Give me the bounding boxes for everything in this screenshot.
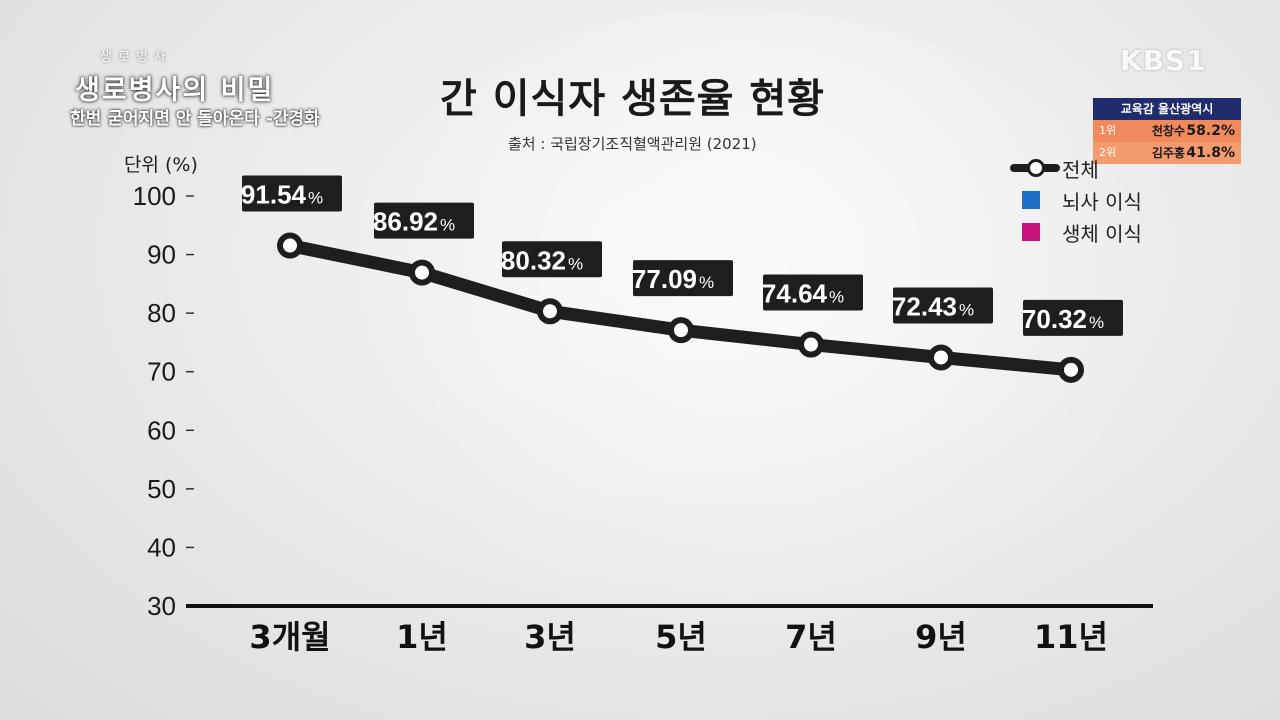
data-label-box	[242, 175, 342, 212]
legend-line-marker-icon	[1010, 159, 1060, 177]
data-label: 72.43	[892, 291, 957, 321]
show-small-title: 생로병사	[100, 50, 172, 65]
data-label-box	[633, 260, 733, 297]
data-label: 86.92	[373, 207, 438, 237]
data-label-box	[374, 202, 474, 239]
legend-item-total: 전체	[1010, 152, 1142, 184]
x-tick-label: 7년	[785, 618, 837, 656]
data-label: 70.32	[1022, 304, 1087, 334]
chart-source: 출처 : 국립장기조직혈액관리원 (2021)	[508, 135, 757, 153]
legend-label: 뇌사 이식	[1062, 189, 1142, 214]
legend-item-deceased: 뇌사 이식	[1010, 184, 1142, 216]
data-point-marker	[1058, 356, 1084, 383]
y-tick-label: 40	[147, 532, 176, 562]
data-label-unit: %	[308, 189, 323, 208]
x-tick-label: 1년	[396, 618, 448, 656]
y-axis-unit-label: 단위 (%)	[124, 154, 198, 176]
election-rank: 1위	[1099, 124, 1117, 137]
x-tick-label: 11년	[1034, 618, 1108, 656]
data-label: 91.54	[241, 180, 307, 210]
show-title: 생로병사의 비밀	[75, 75, 275, 106]
data-label-unit: %	[1089, 313, 1104, 332]
data-point-marker	[537, 298, 563, 325]
data-point-marker	[798, 331, 824, 358]
chart-legend: 전체 뇌사 이식 생체 이식	[1010, 152, 1142, 248]
legend-swatch-icon	[1022, 191, 1040, 209]
data-label-unit: %	[568, 254, 583, 273]
data-label-unit: %	[699, 273, 714, 292]
legend-label: 전체	[1062, 157, 1099, 182]
y-tick-label: 80	[147, 298, 176, 328]
election-candidate: 김주홍	[1151, 146, 1185, 160]
chart-title: 간 이식자 생존율 현황	[440, 76, 825, 122]
data-label: 74.64	[762, 279, 828, 309]
legend-label: 생체 이식	[1062, 221, 1142, 246]
data-label-box	[502, 241, 602, 278]
x-tick-label: 9년	[915, 618, 967, 656]
election-row: 2위 김주홍 41.8%	[1093, 142, 1241, 164]
data-point-marker	[668, 317, 694, 344]
data-point-marker	[409, 259, 435, 286]
data-point-marker	[928, 344, 954, 371]
x-tick-label: 3개월	[249, 618, 330, 656]
legend-item-living: 생체 이식	[1010, 216, 1142, 248]
election-header: 교육감 울산광역시	[1093, 98, 1241, 120]
data-label-unit: %	[829, 288, 844, 307]
election-results-box: 교육감 울산광역시 1위 천창수 58.2% 2위 김주홍 41.8%	[1093, 98, 1241, 164]
y-tick-label: 50	[147, 474, 176, 504]
data-point-marker	[277, 232, 303, 259]
y-tick-label: 60	[147, 415, 176, 445]
y-tick-label: 70	[147, 357, 176, 387]
data-label: 77.09	[632, 264, 697, 294]
election-row: 1위 천창수 58.2%	[1093, 120, 1241, 142]
legend-swatch-icon	[1022, 223, 1040, 241]
data-label-box	[763, 274, 863, 311]
election-candidate: 천창수	[1151, 124, 1185, 138]
kbs1-logo: KBS1	[1120, 44, 1207, 77]
x-tick-label: 5년	[655, 618, 707, 656]
y-tick-label: 30	[147, 591, 176, 621]
data-label-unit: %	[959, 300, 974, 319]
show-subtitle: 한번 굳어지면 안 돌아온다 -간경화	[70, 109, 320, 129]
data-label-unit: %	[440, 216, 455, 235]
data-label-box	[893, 287, 993, 324]
y-tick-label: 100	[133, 181, 176, 211]
election-percent: 41.8%	[1186, 145, 1235, 161]
election-rank: 2위	[1099, 146, 1117, 159]
election-percent: 58.2%	[1186, 123, 1235, 139]
data-label-box	[1023, 299, 1123, 336]
x-tick-label: 3년	[524, 618, 576, 656]
y-tick-label: 90	[147, 240, 176, 270]
data-label: 80.32	[501, 245, 566, 275]
